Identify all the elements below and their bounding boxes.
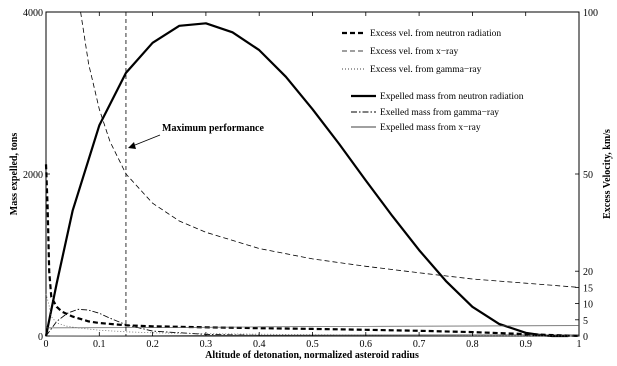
x-tick-label-6: 0.6: [360, 339, 373, 350]
y-left-tick-label-2: 4000: [23, 8, 43, 19]
x-tick-label-7: 0.7: [413, 339, 426, 350]
series-line-3: [44, 164, 580, 338]
annotation-arrow: [129, 134, 161, 148]
y-right-tick-label-5: 50: [583, 170, 593, 181]
x-tick-label-8: 0.8: [466, 339, 479, 350]
legend-label-mass-gamma: Exelled mass from gamma−ray: [380, 107, 499, 118]
series-line-4: [80, 11, 580, 288]
y-left-tick-label-1: 2000: [23, 170, 43, 181]
legend-label-vel-gamma: Excess vel. from gamma−ray: [370, 64, 482, 75]
y-right-tick-label-1: 5: [583, 316, 588, 327]
y-left-tick-label-0: 0: [38, 332, 43, 343]
y-right-tick-label-2: 10: [583, 300, 593, 311]
x-axis-title: Altitude of detonation, normalized aster…: [205, 350, 419, 361]
y-right-tick-label-4: 20: [583, 267, 593, 278]
y-axis-right-title: Excess Velocity, km/s: [602, 129, 613, 219]
x-tick-label-2: 0.2: [146, 339, 159, 350]
x-tick-label-4: 0.4: [253, 339, 266, 350]
y-right-tick-label-3: 15: [583, 283, 593, 294]
y-axis-left-title: Mass expelled, tons: [9, 133, 20, 216]
x-tick-label-1: 0.1: [93, 339, 106, 350]
ticks-layer: 0 0.1 0.2 0.3 0.4 0.5 0.6 0.7 0.8 0.9 102000400005…: [23, 8, 598, 350]
y-right-tick-label-6: 100: [583, 8, 598, 19]
x-tick-label-10: 1: [577, 339, 582, 350]
legend-label-mass-xray: Expelled mass from x−ray: [380, 122, 481, 133]
annotation-text: Maximum performance: [162, 123, 264, 134]
legend-label-vel-neutron: Excess vel. from neutron radiation: [370, 28, 501, 39]
x-tick-label-3: 0.3: [200, 339, 213, 350]
y-right-tick-label-0: 0: [583, 332, 588, 343]
series-line-6: [45, 325, 580, 329]
x-tick-label-0: 0: [44, 339, 49, 350]
x-tick-label-5: 0.5: [306, 339, 319, 350]
annotation-arrowhead: [128, 142, 136, 149]
series-line-0: [44, 22, 569, 338]
legend-label-mass-neutron: Expelled mass from neutron radiation: [380, 91, 524, 102]
x-tick-label-9: 0.9: [519, 339, 532, 350]
legend-label-vel-xray: Excess vel. from x−ray: [370, 46, 458, 57]
